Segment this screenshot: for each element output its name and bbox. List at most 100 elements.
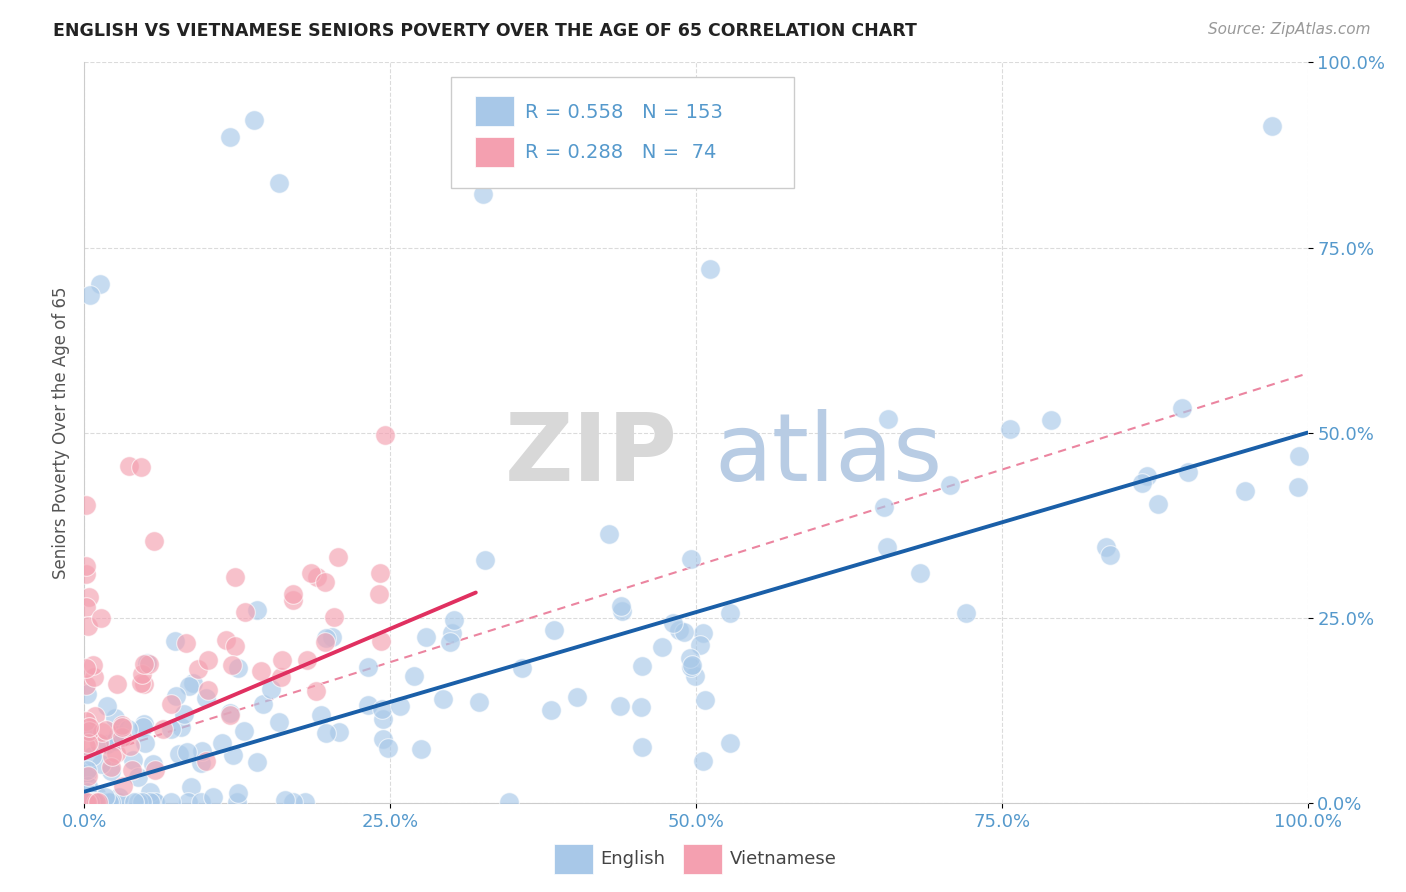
Point — [104, 711, 127, 725]
Point — [299, 566, 322, 580]
Point — [1261, 119, 1284, 133]
Point — [565, 690, 588, 705]
Point — [134, 657, 156, 672]
Point — [76, 723, 98, 738]
Point — [270, 670, 292, 684]
Point — [190, 744, 212, 758]
Point — [498, 795, 520, 809]
Point — [84, 709, 107, 723]
Point — [651, 640, 673, 654]
FancyBboxPatch shape — [554, 844, 593, 874]
Point — [75, 714, 97, 729]
Point — [75, 558, 97, 573]
Point — [314, 574, 336, 589]
Point — [75, 678, 97, 692]
Point — [1000, 422, 1022, 436]
Point — [143, 795, 166, 809]
Point — [197, 683, 219, 698]
Point — [357, 698, 380, 712]
Point — [76, 795, 98, 809]
Point — [96, 737, 118, 751]
Point — [630, 700, 652, 714]
Point — [672, 625, 695, 640]
Text: atlas: atlas — [714, 409, 942, 500]
Point — [79, 795, 101, 809]
Point — [165, 689, 187, 703]
Point — [96, 723, 118, 737]
Text: English: English — [600, 850, 665, 868]
Point — [322, 610, 344, 624]
Point — [679, 552, 702, 566]
Point — [681, 657, 703, 672]
Point — [415, 630, 437, 644]
Text: Vietnamese: Vietnamese — [730, 850, 837, 868]
Point — [75, 795, 97, 809]
Point — [75, 498, 97, 512]
Point — [176, 795, 198, 809]
Point — [1098, 549, 1121, 563]
Point — [77, 618, 100, 632]
Point — [87, 795, 110, 809]
FancyBboxPatch shape — [475, 137, 513, 167]
Point — [955, 607, 977, 621]
Point — [281, 587, 304, 601]
Point — [100, 795, 122, 809]
Point — [132, 721, 155, 735]
Point — [718, 736, 741, 750]
Point — [134, 736, 156, 750]
Point — [84, 795, 107, 809]
Point — [77, 768, 100, 782]
Point — [80, 795, 103, 809]
Point — [219, 708, 242, 723]
Point — [76, 764, 98, 778]
Point — [877, 412, 900, 426]
Point — [367, 587, 389, 601]
Point — [101, 748, 124, 763]
Point — [118, 739, 141, 753]
Point — [876, 540, 898, 554]
Point — [226, 661, 249, 675]
Point — [180, 780, 202, 795]
Point — [404, 669, 426, 683]
Point — [357, 659, 380, 673]
Point — [219, 129, 242, 144]
Point — [91, 724, 114, 739]
Point — [77, 795, 100, 809]
Point — [173, 707, 195, 722]
Text: ENGLISH VS VIETNAMESE SENIORS POVERTY OVER THE AGE OF 65 CORRELATION CHART: ENGLISH VS VIETNAMESE SENIORS POVERTY OV… — [53, 22, 917, 40]
Point — [75, 661, 97, 675]
Point — [111, 779, 134, 793]
Point — [108, 790, 131, 805]
Point — [76, 687, 98, 701]
Point — [692, 625, 714, 640]
Text: R = 0.558   N = 153: R = 0.558 N = 153 — [524, 103, 723, 121]
Point — [127, 795, 149, 809]
Point — [187, 662, 209, 676]
Point — [190, 756, 212, 771]
Point — [267, 715, 290, 730]
Point — [77, 736, 100, 750]
FancyBboxPatch shape — [451, 78, 794, 188]
Point — [201, 790, 224, 805]
Point — [139, 795, 162, 809]
Point — [368, 566, 391, 581]
Point — [374, 428, 396, 442]
Point — [94, 790, 117, 805]
Point — [243, 112, 266, 127]
Point — [432, 691, 454, 706]
Point — [314, 635, 336, 649]
Point — [110, 730, 132, 744]
Point — [221, 658, 243, 673]
Point — [163, 633, 186, 648]
Point — [678, 651, 700, 665]
Point — [1288, 449, 1310, 463]
Point — [84, 795, 107, 809]
Point — [371, 712, 394, 726]
Point — [1136, 469, 1159, 483]
Point — [159, 697, 181, 711]
Point — [233, 605, 256, 619]
Point — [250, 665, 273, 679]
Point — [111, 720, 134, 734]
Point — [77, 723, 100, 738]
Y-axis label: Seniors Poverty Over the Age of 65: Seniors Poverty Over the Age of 65 — [52, 286, 70, 579]
